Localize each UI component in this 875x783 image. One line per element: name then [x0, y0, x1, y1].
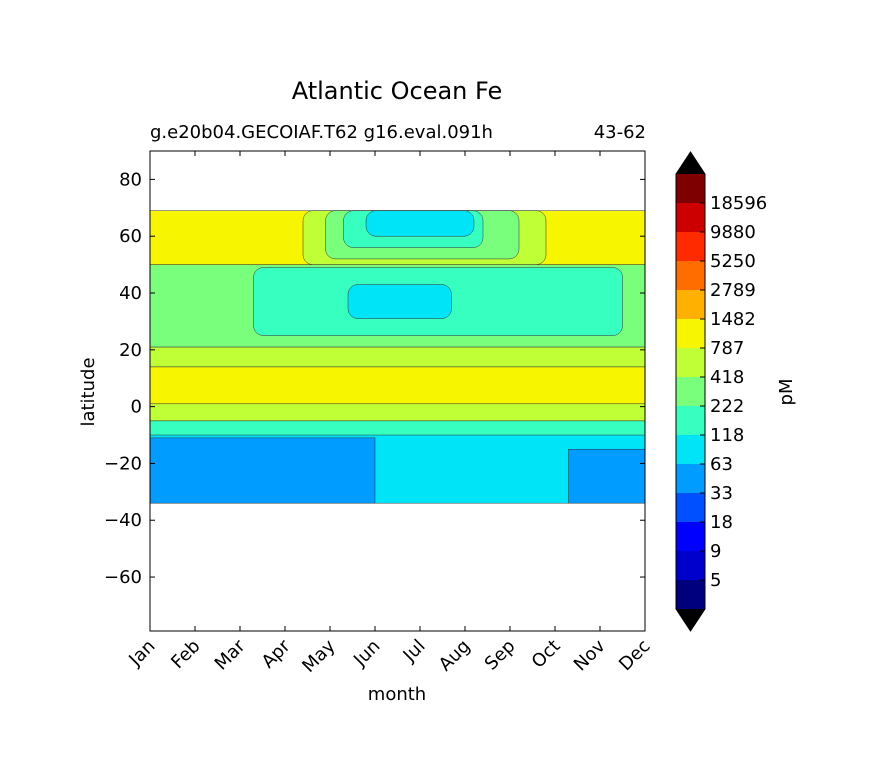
x-tick-label: Nov	[570, 635, 610, 675]
colorbar-tick-label: 18	[710, 512, 733, 533]
colorbar-tick-label: 2789	[710, 280, 756, 301]
x-tick-label: Dec	[615, 636, 654, 675]
y-tick-label: −60	[104, 567, 142, 588]
colorbar-tick-label: 18596	[710, 193, 767, 214]
colorbar: 5 9 18 33 63 118 222 418 787 1482 2789 5250 9880 1859…	[675, 151, 767, 632]
plot-frame	[149, 150, 646, 632]
contour-region-33-63	[568, 448, 645, 504]
colorbar-tick-label: 787	[710, 338, 744, 359]
colorbar-tick-label: 9880	[710, 222, 756, 243]
y-tick-label: −20	[104, 453, 142, 474]
colorbar-label: pM	[776, 379, 797, 406]
x-tick-label: Feb	[167, 636, 204, 673]
colorbar-tick-label: 1482	[710, 309, 756, 330]
colorbar-tick-label: 5250	[710, 251, 756, 272]
y-tick-label: 40	[119, 283, 142, 304]
chart-title: Atlantic Ocean Fe	[292, 77, 503, 105]
colorbar-tick-label: 63	[710, 454, 733, 475]
colorbar-tick-label: 9	[710, 541, 721, 562]
x-tick-label: Jul	[399, 636, 430, 667]
colorbar-segment	[676, 551, 705, 580]
contour-region-33-63	[150, 437, 376, 504]
colorbar-segment	[676, 377, 705, 406]
x-tick-label: Apr	[258, 635, 295, 672]
x-tick-label: Jun	[349, 636, 384, 671]
contour-region-787-1482	[150, 366, 645, 405]
y-axis-label: latitude	[78, 357, 99, 426]
colorbar-extend-bottom	[676, 609, 705, 631]
colorbar-tick-label: 418	[710, 367, 744, 388]
contour-region-418-787	[150, 346, 645, 368]
colorbar-segment	[676, 290, 705, 319]
x-tick-label: May	[298, 635, 339, 676]
colorbar-segment	[676, 580, 705, 609]
y-tick-label: 20	[119, 340, 142, 361]
contour-region-418-787	[150, 403, 645, 422]
colorbar-outline	[675, 151, 706, 632]
colorbar-segment	[676, 348, 705, 377]
colorbar-segment	[676, 319, 705, 348]
colorbar-segment	[676, 435, 705, 464]
colorbar-segment	[676, 406, 705, 435]
y-tick-label: 80	[119, 169, 142, 190]
colorbar-tick-label: 33	[710, 483, 733, 504]
colorbar-segment	[676, 522, 705, 551]
chart-subtitle-right: 43-62	[594, 122, 646, 143]
y-tick-label: 60	[119, 226, 142, 247]
colorbar-segment	[676, 493, 705, 522]
chart-subtitle-left: g.e20b04.GECOIAF.T62 g16.eval.091h	[150, 122, 493, 143]
contour-region-118-222	[150, 420, 645, 436]
colorbar-extend-top	[676, 152, 705, 174]
contour-region-63-118	[347, 284, 452, 319]
x-tick-label: Aug	[435, 636, 475, 676]
y-tick-label: 0	[131, 397, 142, 418]
contour-region-63-118	[365, 210, 475, 237]
x-tick-label: Mar	[211, 635, 250, 674]
x-tick-label: Oct	[528, 636, 565, 673]
colorbar-tick-label: 5	[710, 570, 721, 591]
y-tick-label: −40	[104, 510, 142, 531]
x-tick-label: Sep	[481, 636, 520, 675]
colorbar-segment	[676, 174, 705, 203]
x-tick-label: Jan	[124, 636, 159, 671]
colorbar-segment	[676, 464, 705, 493]
colorbar-tick-label: 118	[710, 425, 744, 446]
x-axis-label: month	[368, 684, 426, 705]
colorbar-segment	[676, 203, 705, 232]
contour-fills	[150, 210, 645, 504]
colorbar-segment	[676, 232, 705, 261]
y-axis: 80 60 40 20 0 −20 −40 −60	[104, 169, 645, 588]
colorbar-segment	[676, 261, 705, 290]
colorbar-tick-label: 222	[710, 396, 744, 417]
